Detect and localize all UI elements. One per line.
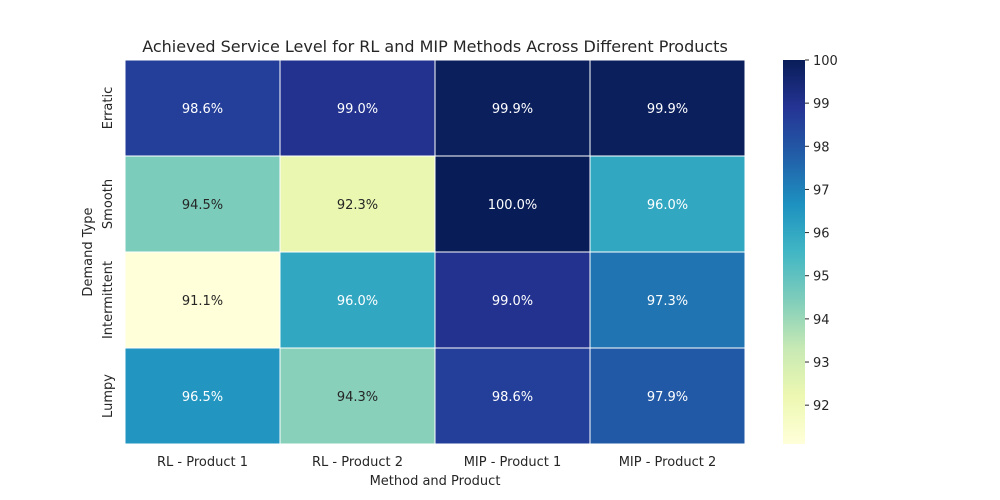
colorbar-gradient bbox=[783, 60, 805, 444]
colorbar-tick-label: 97 bbox=[813, 183, 830, 198]
heatmap-cell bbox=[279, 155, 436, 253]
x-axis-ticks: RL - Product 1 RL - Product 2 MIP - Produc… bbox=[157, 455, 716, 470]
heatmap-cell bbox=[589, 251, 746, 349]
cell-value-label: 96.5% bbox=[182, 390, 223, 405]
heatmap-cell bbox=[589, 347, 746, 445]
colorbar-tick-label: 93 bbox=[813, 356, 830, 371]
heatmap-cell bbox=[279, 347, 436, 445]
colorbar: 92 93 94 95 96 97 98 99 100 bbox=[783, 54, 838, 444]
colorbar-tick-label: 99 bbox=[813, 97, 830, 112]
y-axis-ticks: Erratic Smooth Intermittent Lumpy bbox=[101, 87, 116, 418]
heatmap-cell bbox=[434, 347, 591, 445]
colorbar-tick-label: 100 bbox=[813, 54, 838, 69]
heatmap-cells bbox=[124, 59, 746, 445]
cell-value-label: 98.6% bbox=[492, 390, 533, 405]
x-tick-label: MIP - Product 2 bbox=[619, 455, 717, 470]
y-tick-label: Smooth bbox=[101, 179, 116, 229]
heatmap-cell-labels: 98.6% 99.0% 99.9% 99.9% 94.5% 92.3% 100.0% 96.0… bbox=[182, 102, 688, 405]
cell-value-label: 99.0% bbox=[492, 294, 533, 309]
heatmap-cell bbox=[589, 59, 746, 157]
cell-value-label: 96.0% bbox=[647, 198, 688, 213]
colorbar-tick-label: 98 bbox=[813, 140, 830, 155]
cell-value-label: 97.3% bbox=[647, 294, 688, 309]
colorbar-tick-label: 96 bbox=[813, 227, 830, 242]
cell-value-label: 94.5% bbox=[182, 198, 223, 213]
x-tick-label: MIP - Product 1 bbox=[464, 455, 562, 470]
cell-value-label: 91.1% bbox=[182, 294, 223, 309]
cell-value-label: 99.0% bbox=[337, 102, 378, 117]
cell-value-label: 100.0% bbox=[488, 198, 538, 213]
y-tick-label: Lumpy bbox=[101, 374, 116, 418]
heatmap-cell bbox=[434, 59, 591, 157]
cell-value-label: 94.3% bbox=[337, 390, 378, 405]
colorbar-ticks: 92 93 94 95 96 97 98 99 100 bbox=[805, 54, 838, 414]
x-tick-label: RL - Product 2 bbox=[312, 455, 403, 470]
y-tick-label: Intermittent bbox=[101, 261, 116, 339]
heatmap-cell bbox=[589, 155, 746, 253]
cell-value-label: 99.9% bbox=[647, 102, 688, 117]
cell-value-label: 92.3% bbox=[337, 198, 378, 213]
y-tick-label: Erratic bbox=[101, 87, 116, 130]
heatmap-cell bbox=[124, 155, 281, 253]
heatmap-cell bbox=[124, 59, 281, 157]
cell-value-label: 98.6% bbox=[182, 102, 223, 117]
heatmap-cell bbox=[124, 347, 281, 445]
colorbar-tick-label: 95 bbox=[813, 270, 830, 285]
colorbar-tick-label: 92 bbox=[813, 399, 830, 414]
heatmap-cell bbox=[279, 59, 436, 157]
cell-value-label: 99.9% bbox=[492, 102, 533, 117]
y-axis-label: Demand Type bbox=[81, 207, 96, 296]
x-axis-label: Method and Product bbox=[370, 474, 501, 489]
cell-value-label: 97.9% bbox=[647, 390, 688, 405]
heatmap-cell bbox=[279, 251, 436, 349]
cell-value-label: 96.0% bbox=[337, 294, 378, 309]
x-tick-label: RL - Product 1 bbox=[157, 455, 248, 470]
chart-title: Achieved Service Level for RL and MIP Me… bbox=[142, 37, 728, 56]
colorbar-tick-label: 94 bbox=[813, 313, 830, 328]
